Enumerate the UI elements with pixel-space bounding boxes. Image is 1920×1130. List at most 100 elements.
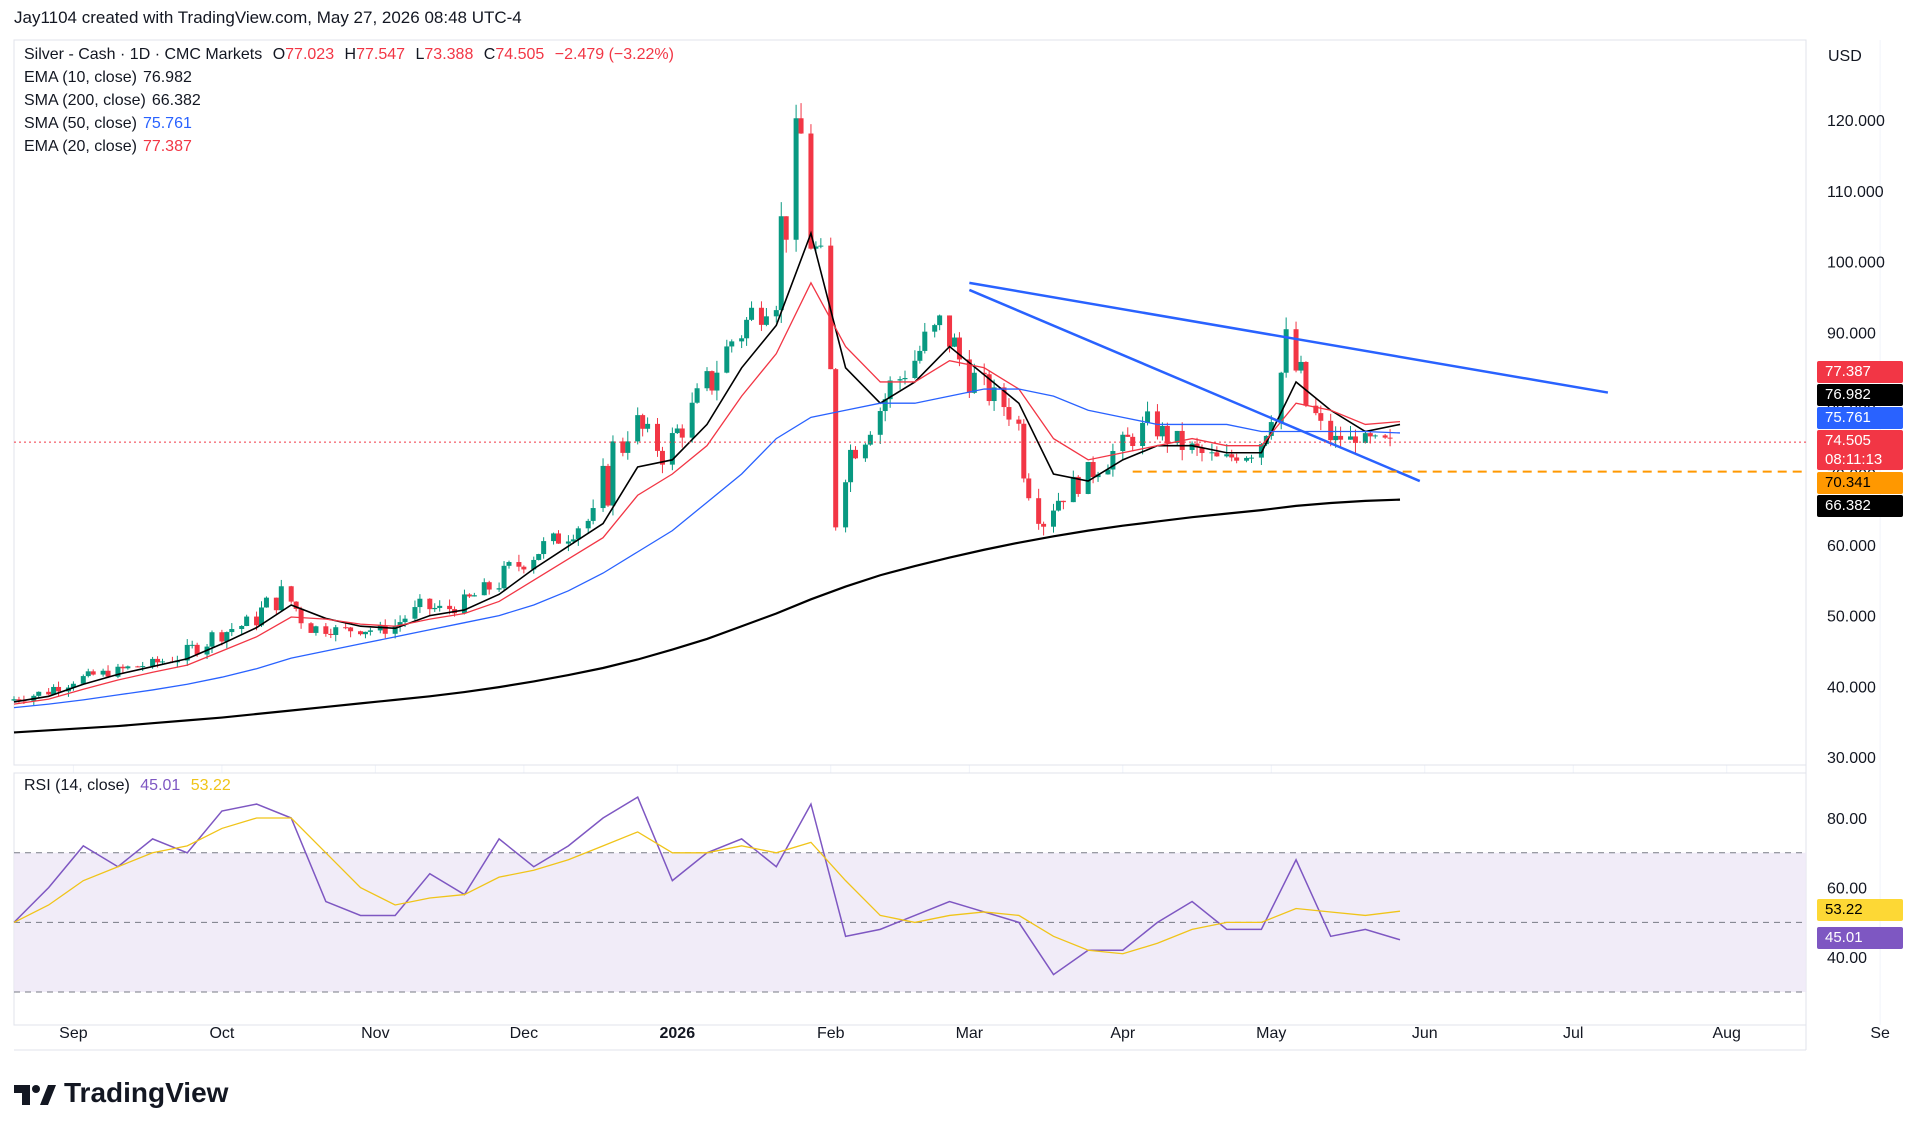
candle-up bbox=[773, 310, 779, 317]
candle-up bbox=[1258, 444, 1264, 458]
candle-up bbox=[115, 666, 121, 677]
candle-down bbox=[1001, 387, 1007, 408]
time-tick-label: Aug bbox=[1712, 1025, 1740, 1042]
candle-down bbox=[105, 670, 111, 677]
candle-up bbox=[749, 307, 755, 320]
candle-up bbox=[1298, 361, 1304, 371]
candle-down bbox=[981, 372, 987, 375]
sma50-line bbox=[13, 388, 1401, 709]
candle-up bbox=[11, 699, 17, 701]
candle-up bbox=[971, 372, 977, 393]
candle-down bbox=[328, 633, 334, 635]
indicator-ema20[interactable]: EMA (20, close) 77.387 bbox=[24, 138, 198, 156]
candle-down bbox=[516, 562, 522, 567]
candle-down bbox=[1130, 436, 1136, 447]
price-tick-label: 50.000 bbox=[1827, 609, 1876, 626]
candle-down bbox=[1016, 419, 1022, 424]
candle-up bbox=[763, 316, 769, 325]
candle-up bbox=[224, 632, 230, 642]
ema10-label: EMA (10, close) bbox=[24, 69, 137, 86]
candle-down bbox=[1090, 462, 1096, 478]
sma50-price-label: 75.761 bbox=[1817, 407, 1903, 429]
time-tick-label: Apr bbox=[1110, 1025, 1136, 1042]
currency-label[interactable]: USD bbox=[1828, 48, 1862, 65]
candle-up bbox=[729, 341, 735, 347]
candle-up bbox=[551, 533, 557, 542]
candle-down bbox=[521, 566, 527, 570]
candle-up bbox=[125, 666, 131, 669]
price-tick-label: 30.000 bbox=[1827, 750, 1876, 767]
tradingview-logo[interactable]: TradingView bbox=[14, 1077, 228, 1109]
candle-up bbox=[932, 325, 938, 332]
sma200-line bbox=[13, 498, 1401, 734]
candle-up bbox=[1140, 422, 1146, 447]
candle-down bbox=[1125, 434, 1131, 437]
candle-down bbox=[605, 465, 611, 506]
rsi-legend[interactable]: RSI (14, close) 45.01 53.22 bbox=[24, 777, 237, 795]
candle-down bbox=[1006, 407, 1012, 420]
candle-up bbox=[1249, 457, 1254, 459]
candle-down bbox=[382, 625, 388, 634]
candle-down bbox=[808, 133, 814, 249]
candle-up bbox=[189, 644, 195, 646]
candle-up bbox=[1051, 510, 1056, 527]
last-price-label: 74.505 08:11:13 bbox=[1817, 430, 1903, 470]
candle-down bbox=[659, 450, 665, 465]
support-price-label: 70.341 bbox=[1817, 472, 1903, 494]
symbol-legend[interactable]: Silver - Cash · 1D · CMC Markets O77.023… bbox=[24, 46, 680, 64]
candle-up bbox=[417, 598, 423, 608]
rsi-price-label: 45.01 bbox=[1817, 927, 1903, 949]
open-value: 77.023 bbox=[285, 46, 335, 63]
candle-up bbox=[714, 372, 720, 391]
candle-up bbox=[1159, 425, 1165, 437]
candle-up bbox=[917, 350, 923, 361]
candle-up bbox=[259, 607, 264, 626]
candle-down bbox=[254, 616, 260, 626]
indicator-sma50[interactable]: SMA (50, close) 75.761 bbox=[24, 115, 198, 133]
candle-down bbox=[1194, 443, 1200, 448]
candle-up bbox=[744, 319, 750, 339]
candle-down bbox=[1060, 500, 1066, 503]
candle-up bbox=[813, 246, 819, 249]
price-tick-label: 90.000 bbox=[1827, 325, 1876, 342]
indicator-ema10[interactable]: EMA (10, close) 76.982 bbox=[24, 69, 198, 87]
candle-up bbox=[70, 683, 76, 688]
candle-down bbox=[783, 216, 789, 240]
trendline-lower bbox=[968, 288, 1421, 483]
symbol-name[interactable]: Silver - Cash · 1D · CMC Markets bbox=[24, 46, 263, 63]
time-tick-label: Mar bbox=[956, 1025, 984, 1042]
candle-down bbox=[120, 666, 126, 669]
candle-up bbox=[600, 465, 606, 509]
ema10-price-label: 76.982 bbox=[1817, 384, 1903, 406]
candle-up bbox=[1333, 435, 1339, 441]
candle-down bbox=[1075, 476, 1081, 494]
candle-up bbox=[229, 629, 235, 633]
close-label: C bbox=[483, 46, 496, 63]
candle-up bbox=[902, 378, 908, 380]
candle-down bbox=[323, 626, 329, 634]
candle-up bbox=[140, 666, 146, 668]
candle-up bbox=[160, 661, 165, 663]
candle-up bbox=[150, 658, 156, 667]
indicator-sma200[interactable]: SMA (200, close) 66.382 bbox=[24, 92, 207, 110]
candle-down bbox=[1234, 457, 1240, 461]
candle-up bbox=[496, 588, 502, 590]
candle-up bbox=[239, 625, 245, 630]
candle-up bbox=[481, 582, 487, 596]
candle-down bbox=[135, 666, 141, 668]
candle-up bbox=[862, 444, 868, 459]
candle-up bbox=[1224, 454, 1230, 457]
candle-down bbox=[1303, 361, 1309, 406]
rsi-tick-label: 80.00 bbox=[1827, 811, 1867, 828]
candle-down bbox=[16, 699, 22, 701]
candle-up bbox=[1085, 462, 1091, 494]
candle-up bbox=[432, 607, 438, 610]
rsi-ma-price-label: 53.22 bbox=[1817, 899, 1903, 921]
candle-down bbox=[1382, 435, 1388, 438]
close-value: 74.505 bbox=[495, 46, 545, 63]
time-tick-label: May bbox=[1256, 1025, 1286, 1042]
candle-up bbox=[937, 315, 943, 326]
candle-up bbox=[51, 686, 57, 695]
candle-up bbox=[818, 245, 824, 247]
